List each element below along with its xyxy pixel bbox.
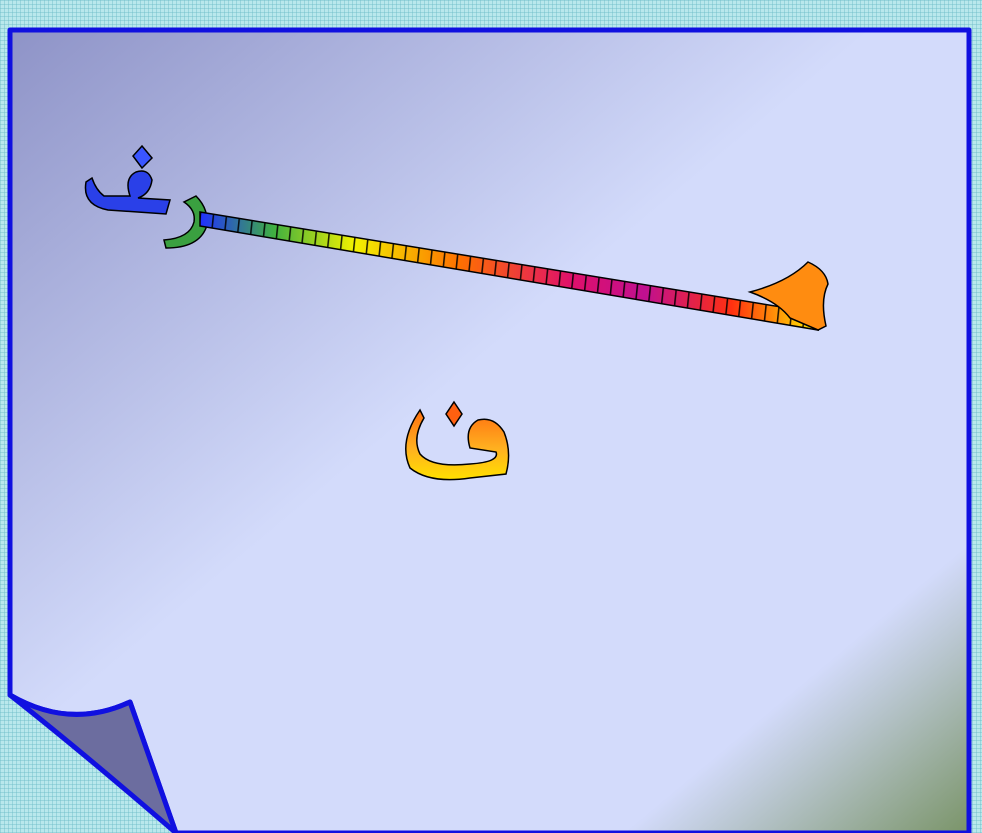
faa-letter-glyph [84,170,171,215]
faa-dot-glyph [132,144,154,170]
daad-dot-glyph [445,400,463,428]
wordart-harf [84,144,829,331]
kashida-stripes [200,212,818,330]
haa-letter-glyph [747,261,829,331]
wordart-daad [405,400,510,481]
daad-letter-glyph [405,408,510,481]
